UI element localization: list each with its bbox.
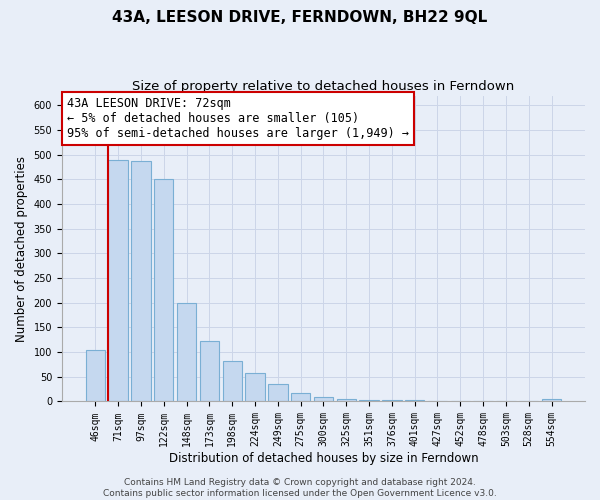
Bar — [542, 399, 561, 402]
Bar — [359, 400, 379, 402]
Bar — [154, 180, 173, 402]
Bar — [268, 384, 287, 402]
Bar — [131, 161, 151, 402]
Bar — [291, 393, 310, 402]
Bar — [382, 400, 401, 402]
Text: 43A LEESON DRIVE: 72sqm
← 5% of detached houses are smaller (105)
95% of semi-de: 43A LEESON DRIVE: 72sqm ← 5% of detached… — [67, 97, 409, 140]
Bar — [177, 303, 196, 402]
Bar — [405, 400, 424, 402]
Text: Contains HM Land Registry data © Crown copyright and database right 2024.
Contai: Contains HM Land Registry data © Crown c… — [103, 478, 497, 498]
Bar — [223, 360, 242, 402]
Bar — [200, 341, 219, 402]
Bar — [86, 350, 105, 402]
Title: Size of property relative to detached houses in Ferndown: Size of property relative to detached ho… — [133, 80, 515, 93]
Bar — [337, 399, 356, 402]
Y-axis label: Number of detached properties: Number of detached properties — [15, 156, 28, 342]
X-axis label: Distribution of detached houses by size in Ferndown: Distribution of detached houses by size … — [169, 452, 478, 465]
Bar — [109, 160, 128, 402]
Bar — [314, 396, 333, 402]
Bar — [245, 374, 265, 402]
Text: 43A, LEESON DRIVE, FERNDOWN, BH22 9QL: 43A, LEESON DRIVE, FERNDOWN, BH22 9QL — [112, 10, 488, 25]
